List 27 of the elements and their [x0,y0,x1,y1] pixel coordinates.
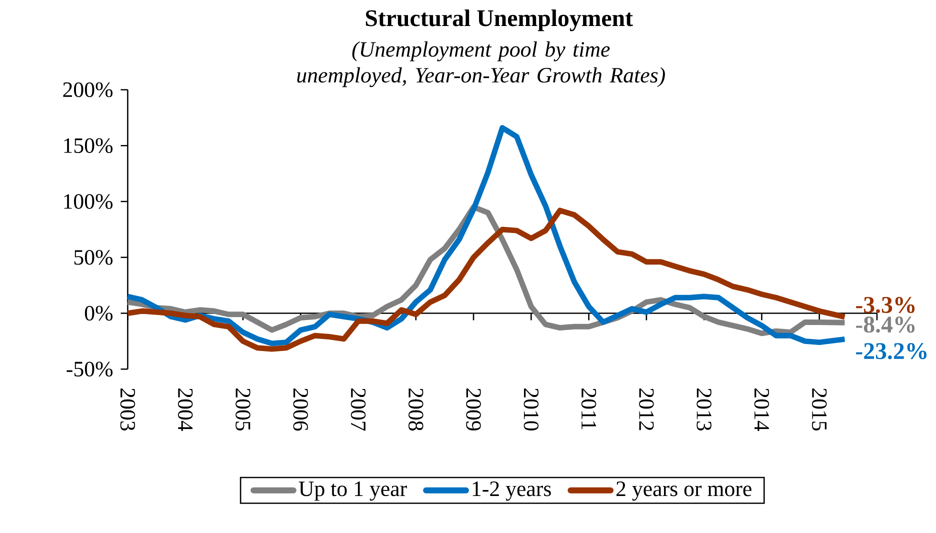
x-tick-label: 2006 [293,388,308,431]
legend-label: Up to 1 year [298,482,407,501]
x-tick-label: 2012 [639,388,654,430]
x-tick-label: 2011 [581,388,596,430]
x-tick-label: 2007 [350,388,366,431]
x-tick-label: 2009 [466,388,481,431]
chart-subtitle: (Unemployment pool by time unemployed, Year-on-Year Growth Rates) [297,42,665,88]
x-tick-label: 2014 [754,388,770,432]
y-tick-label: 150% [64,138,113,154]
x-tick-label: 2010 [524,388,539,431]
x-tick-label: 2008 [408,388,424,431]
x-tick-label: 2013 [696,388,712,431]
x-tick-label: 2015 [812,388,827,431]
legend-label: 2 years or more [616,482,752,501]
y-tick-label: 50% [74,250,113,265]
legend-label: 1-2 years [472,482,551,501]
data-label: -23.2% [856,343,926,360]
data-label: -8.4% [856,316,915,333]
y-tick-label: 200% [63,82,113,98]
x-tick-label: 2004 [178,388,193,432]
x-tick-label: 2005 [236,388,250,431]
y-tick-label: 0% [84,306,113,321]
data-label: -3.3% [856,296,915,314]
x-tick-label: 2003 [120,388,136,431]
chart-title: Structural Unemployment [366,10,633,32]
y-tick-label: -50% [66,362,113,377]
y-tick-label: 100% [64,194,113,210]
